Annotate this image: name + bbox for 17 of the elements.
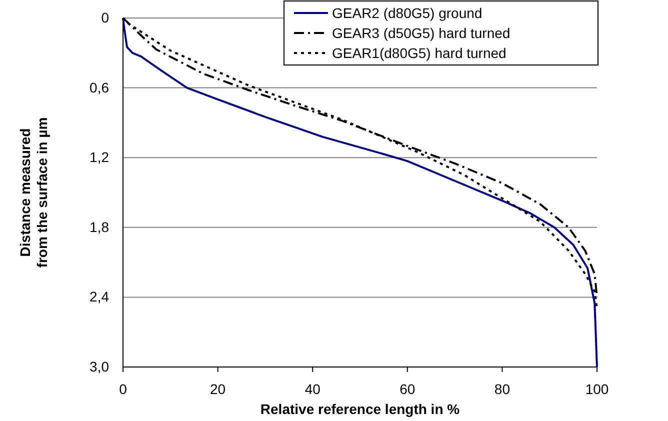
- y-tick-label: 0,6: [90, 79, 110, 96]
- y-tick-label: 3,0: [90, 358, 110, 374]
- x-tick-label: 20: [210, 380, 226, 397]
- legend-label: GEAR2 (d80G5) ground: [332, 5, 482, 21]
- y-axis-title: Distance measured from the surface in µm: [17, 117, 50, 268]
- y-tick-label: 0: [101, 9, 110, 26]
- x-tick-label: 40: [304, 380, 321, 397]
- y-tick-label: 1,2: [90, 149, 110, 166]
- y-tick-label: 1,8: [90, 218, 110, 235]
- x-axis-title: Relative reference length in %: [260, 401, 460, 417]
- legend-label: GEAR3 (d50G5) hard turned: [332, 25, 510, 41]
- x-tick-label: 80: [494, 380, 510, 397]
- y-tick-label: 2,4: [90, 288, 110, 305]
- x-tick-label: 60: [400, 380, 416, 397]
- x-tick-label: 100: [585, 380, 609, 397]
- legend-label: GEAR1(d80G5) hard turned: [332, 45, 506, 61]
- x-tick-label: 0: [119, 380, 128, 397]
